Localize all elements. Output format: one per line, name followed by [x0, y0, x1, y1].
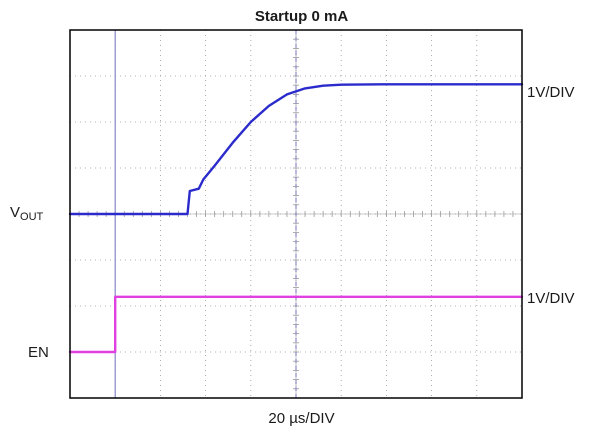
- chart-title: Startup 0 mA: [254, 8, 349, 25]
- en-channel-label: EN: [28, 344, 49, 361]
- vout-scale-label: 1V/DIV: [527, 84, 575, 101]
- vout-channel-label: VOUT: [10, 204, 44, 223]
- plot-frame: [69, 29, 523, 399]
- en-scale-label: 1V/DIV: [527, 290, 575, 307]
- traces: [68, 83, 524, 354]
- trace-en: [68, 295, 524, 354]
- x-axis-label: 20 µs/DIV: [268, 410, 335, 427]
- trace-vout: [68, 83, 524, 216]
